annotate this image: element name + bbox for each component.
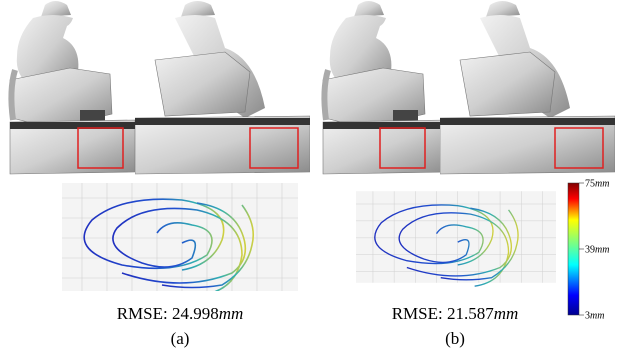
colorbar-unit: mm xyxy=(595,179,609,190)
colorbar-tick-label: 39mm xyxy=(585,245,609,256)
rmse-b: RMSE: 21.587mm xyxy=(392,304,519,323)
colorbar-tick-value: 39 xyxy=(585,245,595,256)
panel-b-renders xyxy=(323,1,615,174)
colorbar-unit: mm xyxy=(590,311,604,322)
colorbar xyxy=(568,183,579,315)
rmse-a: RMSE: 24.998mm xyxy=(117,304,244,323)
panel-a-renders xyxy=(10,1,310,174)
trajectory-plot-a xyxy=(62,183,298,295)
trajectory-plot-b xyxy=(356,191,556,286)
caption-b: (b) xyxy=(445,329,465,348)
figure: 75mm39mm3mm RMSE: 24.998mm (a) RMSE: 21.… xyxy=(0,0,629,354)
colorbar-tick-value: 75 xyxy=(585,179,595,190)
colorbar-tick-label: 3mm xyxy=(585,311,604,322)
caption-a: (a) xyxy=(171,329,190,348)
colorbar-unit: mm xyxy=(595,245,609,256)
colorbar-tick-label: 75mm xyxy=(585,179,609,190)
